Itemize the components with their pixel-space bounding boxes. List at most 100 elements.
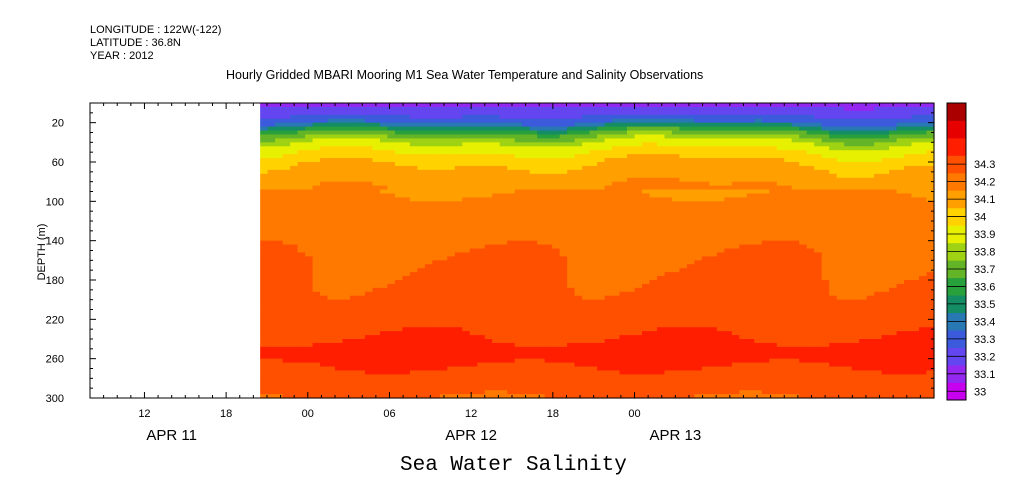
heatmap-cell — [589, 350, 598, 356]
heatmap-cell — [716, 394, 725, 399]
heatmap-cell — [612, 118, 621, 124]
heatmap-cell — [275, 248, 284, 254]
heatmap-cell — [320, 173, 329, 179]
heatmap-cell — [642, 346, 651, 352]
heatmap-cell — [656, 177, 666, 183]
heatmap-cell — [694, 378, 703, 383]
heatmap-cell — [350, 268, 359, 273]
heatmap-cell — [582, 221, 591, 226]
heatmap-cell — [627, 236, 636, 242]
heatmap-cell — [597, 130, 606, 136]
heatmap-cell — [709, 319, 718, 324]
heatmap-cell — [469, 331, 478, 336]
heatmap-cell — [507, 236, 516, 242]
heatmap-cell — [724, 248, 733, 254]
heatmap-cell — [477, 103, 486, 108]
heatmap-cell — [305, 252, 314, 257]
heatmap-cell — [454, 236, 463, 242]
heatmap-cell — [552, 244, 561, 250]
heatmap-cell — [357, 169, 366, 175]
heatmap-cell — [604, 228, 613, 234]
heatmap-cell — [350, 134, 359, 139]
heatmap-cell — [477, 370, 486, 375]
heatmap-cell — [529, 138, 538, 143]
heatmap-cell — [282, 366, 291, 372]
heatmap-cell — [484, 276, 493, 281]
heatmap-cell — [394, 256, 404, 261]
heatmap-cell — [656, 224, 666, 230]
heatmap-cell — [469, 276, 478, 281]
heatmap-cell — [477, 209, 486, 214]
heatmap-cell — [282, 370, 291, 375]
heatmap-cell — [394, 327, 404, 332]
heatmap-cell — [492, 256, 501, 261]
heatmap-cell — [424, 264, 433, 269]
heatmap-cell — [275, 362, 284, 368]
heatmap-cell — [297, 158, 306, 163]
heatmap-cell — [634, 162, 643, 167]
heatmap-cell — [379, 319, 389, 324]
heatmap-cell — [484, 315, 493, 320]
heatmap-cell — [477, 228, 486, 234]
heatmap-cell — [604, 130, 613, 136]
heatmap-cell — [529, 146, 538, 151]
heatmap-cell — [671, 221, 681, 226]
heatmap-cell — [484, 303, 493, 309]
heatmap-cell — [664, 311, 673, 316]
heatmap-cell — [746, 205, 755, 210]
heatmap-cell — [267, 103, 276, 108]
heatmap-cell — [290, 217, 299, 222]
heatmap-cell — [260, 291, 269, 297]
heatmap-cell — [612, 335, 621, 340]
heatmap-cell — [305, 158, 314, 163]
heatmap-cell — [379, 154, 389, 159]
heatmap-cell — [649, 221, 658, 226]
heatmap-cell — [582, 264, 591, 269]
heatmap-cell — [679, 272, 688, 277]
heatmap-cell — [477, 154, 486, 159]
heatmap-cell — [267, 370, 276, 375]
heatmap-cell — [447, 110, 456, 116]
heatmap-cell — [679, 165, 688, 171]
heatmap-cell — [574, 193, 583, 198]
heatmap-cell — [424, 236, 433, 242]
heatmap-cell — [335, 252, 344, 257]
heatmap-cell — [417, 134, 426, 139]
heatmap-cell — [454, 319, 463, 324]
heatmap-cell — [275, 114, 284, 120]
heatmap-cell — [597, 390, 606, 395]
heatmap-cell — [522, 197, 531, 202]
heatmap-cell — [619, 386, 628, 391]
heatmap-cell — [499, 165, 508, 171]
heatmap-cell — [260, 134, 269, 139]
heatmap-cell — [589, 291, 598, 297]
heatmap-cell — [379, 130, 389, 136]
heatmap-cell — [559, 331, 568, 336]
heatmap-cell — [409, 130, 418, 136]
heatmap-cell — [724, 244, 733, 250]
heatmap-cell — [484, 236, 493, 242]
heatmap-cell — [671, 339, 681, 344]
heatmap-cell — [679, 185, 688, 191]
heatmap-cell — [409, 114, 418, 120]
heatmap-cell — [559, 165, 568, 171]
heatmap-cell — [312, 283, 321, 289]
heatmap-cell — [260, 130, 269, 136]
heatmap-cell — [514, 154, 523, 159]
heatmap-cell — [731, 205, 740, 210]
heatmap-cell — [282, 154, 291, 159]
heatmap-cell — [724, 260, 733, 265]
heatmap-cell — [409, 162, 418, 167]
heatmap-cell — [559, 146, 568, 151]
heatmap-cell — [694, 272, 703, 277]
heatmap-cell — [267, 146, 276, 151]
heatmap-cell — [679, 256, 688, 261]
heatmap-cell — [656, 295, 666, 301]
heatmap-cell — [552, 126, 561, 132]
heatmap-cell — [275, 201, 284, 206]
heatmap-cell — [537, 319, 546, 324]
heatmap-cell — [724, 193, 733, 198]
heatmap-cell — [507, 252, 516, 257]
heatmap-cell — [589, 335, 598, 340]
heatmap-cell — [507, 283, 516, 289]
